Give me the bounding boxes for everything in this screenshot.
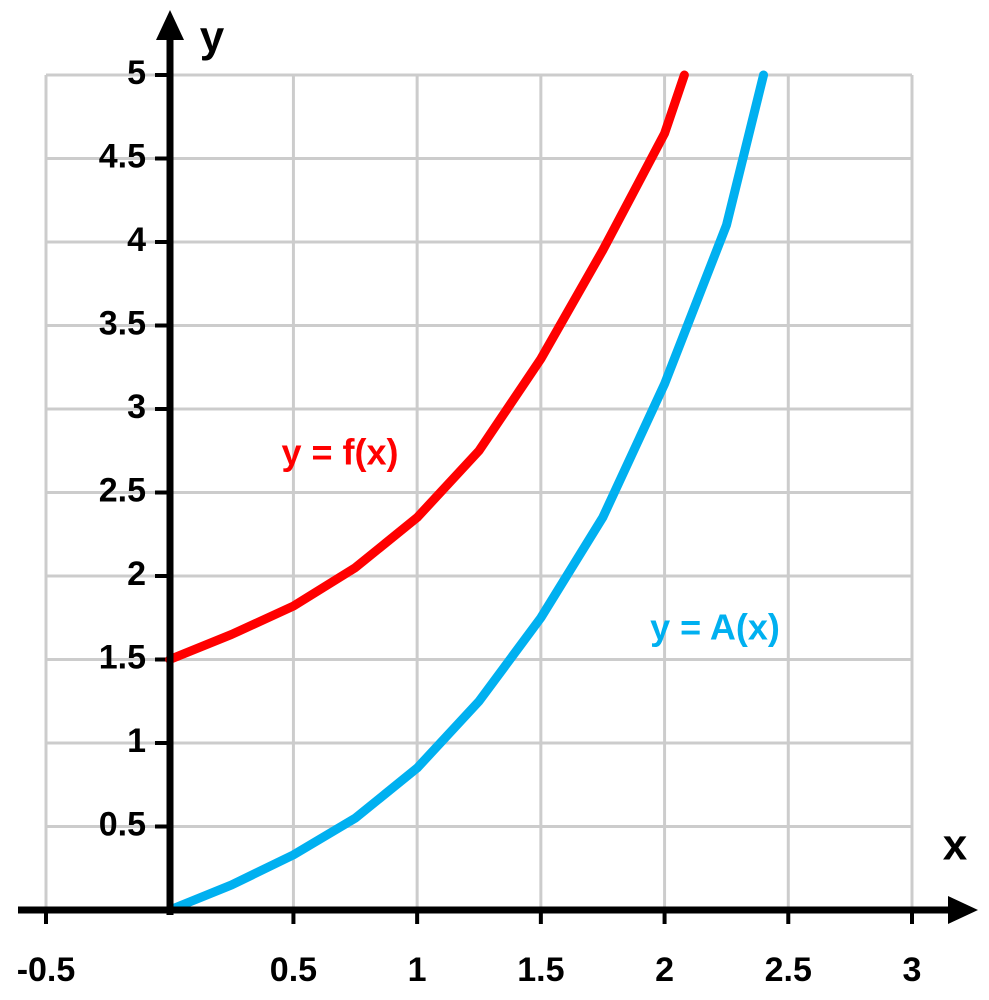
curve-label: y = f(x) bbox=[281, 432, 398, 473]
y-tick-label: 5 bbox=[127, 54, 146, 92]
curve bbox=[165, 70, 689, 664]
tick-labels: -0.5 0.5 1 1.5 2 2.5 3 0.5 1 1.5 2 2.5 3 3.5 4 4.5 5 y = … bbox=[17, 54, 922, 989]
curve-label: y = A(x) bbox=[650, 607, 780, 648]
x-axis-label: x bbox=[943, 821, 968, 870]
curve bbox=[165, 70, 769, 915]
x-tick-label: 3 bbox=[903, 951, 922, 989]
y-tick-label: 1.5 bbox=[99, 638, 146, 676]
axes bbox=[18, 10, 978, 924]
x-arrow bbox=[948, 896, 978, 924]
x-tick-label: 2.5 bbox=[765, 951, 812, 989]
x-tick-label: -0.5 bbox=[17, 951, 76, 989]
y-tick-label: 2 bbox=[127, 555, 146, 593]
y-tick-label: 2.5 bbox=[99, 471, 146, 509]
curves bbox=[165, 70, 769, 915]
x-tick-label: 2 bbox=[655, 951, 674, 989]
y-tick-label: 4.5 bbox=[99, 137, 146, 175]
x-tick-label: 1.5 bbox=[517, 951, 564, 989]
y-tick-label: 3.5 bbox=[99, 304, 146, 342]
y-tick-label: 0.5 bbox=[99, 805, 146, 843]
y-tick-label: 4 bbox=[127, 221, 146, 259]
x-tick-label: 0.5 bbox=[270, 951, 317, 989]
y-tick-label: 1 bbox=[127, 722, 146, 760]
y-axis-label: y bbox=[200, 13, 225, 62]
y-tick-label: 3 bbox=[127, 388, 146, 426]
x-tick-label: 1 bbox=[408, 951, 427, 989]
y-arrow bbox=[156, 10, 184, 40]
grid bbox=[44, 73, 914, 924]
